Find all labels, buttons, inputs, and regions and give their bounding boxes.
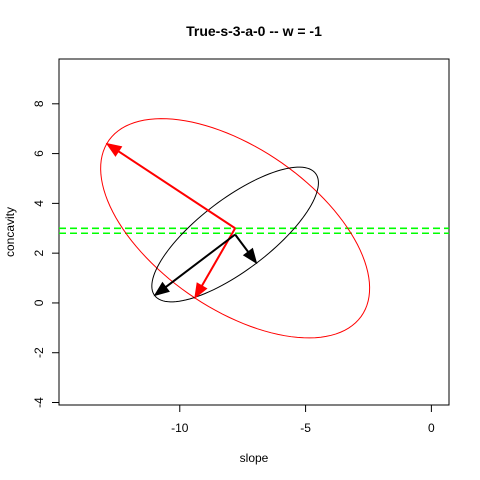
reference-lines [59, 227, 449, 235]
x-tick-label: 0 [428, 421, 435, 435]
y-tick-label: 6 [32, 150, 46, 157]
arrow-head [153, 281, 170, 297]
ellipse [151, 166, 319, 303]
x-tick-label: -10 [171, 421, 189, 435]
y-tick-label: -2 [32, 347, 46, 358]
arrow-shaft [117, 150, 236, 230]
ellipses [100, 118, 371, 339]
x-tick-label: -5 [300, 421, 311, 435]
y-axis-label: concavity [3, 207, 17, 257]
x-axis: -10 -5 0 [171, 404, 435, 435]
arrow-head [194, 282, 208, 300]
ellipse [100, 118, 371, 339]
chart-title: True-s-3-a-0 -- w = -1 [186, 23, 322, 39]
arrow-shaft [165, 233, 236, 288]
plot-frame [58, 58, 450, 406]
y-axis: -4 -2 0 2 4 6 8 [32, 100, 60, 408]
arrow-shaft [234, 233, 249, 253]
y-tick-label: 0 [32, 299, 46, 306]
y-tick-label: 2 [32, 250, 46, 257]
arrows [105, 142, 258, 300]
arrow-head [242, 247, 258, 265]
y-tick-label: 8 [32, 100, 46, 107]
arrow-head [105, 142, 123, 157]
y-tick-label: -4 [32, 397, 46, 408]
x-axis-label: slope [240, 451, 269, 465]
y-tick-label: 4 [32, 200, 46, 207]
